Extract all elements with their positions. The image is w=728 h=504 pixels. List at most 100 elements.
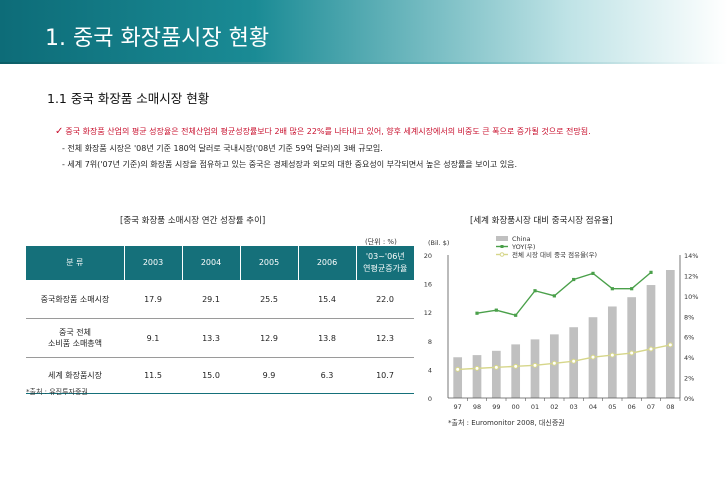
point-yoy bbox=[475, 311, 479, 315]
x-tick-label: 02 bbox=[550, 403, 558, 411]
legend-label: YOY(우) bbox=[511, 243, 535, 251]
point-share bbox=[474, 365, 480, 371]
table-row: 세계 화장품시장 11.5 15.0 9.9 6.3 10.7 bbox=[26, 357, 414, 394]
table-cell: 9.9 bbox=[240, 357, 298, 394]
y-tick-label-right: 12% bbox=[684, 272, 698, 280]
y-tick-label-left: 0 bbox=[428, 395, 432, 403]
point-yoy bbox=[572, 277, 576, 282]
point-share bbox=[513, 363, 519, 369]
legend-label: China bbox=[512, 235, 531, 243]
y-tick-label-right: 0% bbox=[684, 395, 694, 403]
point-share bbox=[667, 342, 673, 348]
bar-china bbox=[646, 285, 656, 398]
y-tick-label-left: 4 bbox=[428, 366, 432, 374]
x-tick-label: 04 bbox=[589, 403, 597, 411]
x-tick-label: 01 bbox=[531, 403, 539, 411]
point-share bbox=[609, 352, 615, 358]
point-share bbox=[493, 364, 499, 370]
legend-label: 전체 시장 대비 중국 점유율(우) bbox=[512, 250, 597, 259]
header-category: 분 류 bbox=[26, 246, 124, 280]
header-band: 1. 중국 화장품시장 현황 bbox=[0, 0, 728, 62]
y-tick-label-right: 8% bbox=[684, 313, 694, 321]
x-tick-label: 97 bbox=[454, 403, 462, 411]
table-cell: 12.9 bbox=[240, 318, 298, 358]
table-cell: 15.0 bbox=[182, 357, 240, 394]
header-2005: 2005 bbox=[239, 246, 298, 280]
bar-china bbox=[453, 357, 463, 398]
y-tick-label-right: 10% bbox=[684, 293, 698, 301]
line-series bbox=[455, 270, 673, 372]
bar-china bbox=[511, 344, 521, 398]
table-cell: 10.7 bbox=[356, 357, 414, 394]
y-tick-label-right: 4% bbox=[684, 354, 694, 362]
checkmark-icon: ✓ bbox=[55, 126, 64, 137]
point-share bbox=[455, 366, 461, 372]
y-tick-label-left: 8 bbox=[428, 338, 432, 346]
unit-label: (단위 : %) bbox=[365, 238, 397, 246]
bar-china bbox=[491, 350, 501, 398]
table-row: 중국화장품 소매시장 17.9 29.1 25.5 15.4 22.0 bbox=[26, 280, 414, 319]
point-share bbox=[571, 358, 577, 364]
x-tick-label: 08 bbox=[666, 403, 674, 411]
header-cagr-period: '03~'06년 bbox=[365, 252, 405, 261]
y-tick-label-right: 2% bbox=[684, 375, 694, 383]
legend-swatch-china bbox=[496, 236, 508, 241]
point-yoy bbox=[591, 271, 595, 275]
bar-china bbox=[665, 270, 675, 398]
y-tick-label-left: 16 bbox=[424, 281, 432, 289]
point-yoy bbox=[514, 313, 518, 317]
x-tick-label: 98 bbox=[473, 403, 481, 411]
line-yoy bbox=[476, 271, 652, 317]
header-rule bbox=[0, 62, 728, 64]
x-tick-label: 05 bbox=[608, 403, 616, 411]
section-subtitle: 1.1 중국 화장품 소매시장 현황 bbox=[47, 91, 210, 106]
x-tick-label: 06 bbox=[628, 403, 636, 411]
header-cagr-label: 연평균증가율 bbox=[363, 264, 408, 273]
x-tick-label: 99 bbox=[492, 403, 500, 411]
table-cell: 12.3 bbox=[356, 318, 414, 358]
point-yoy bbox=[610, 287, 614, 291]
y-unit-label: (Bil. $) bbox=[428, 239, 449, 247]
row-label: 세계 화장품시장 bbox=[26, 357, 124, 394]
legend-marker bbox=[500, 245, 504, 248]
bar-series-china bbox=[453, 270, 675, 398]
table-cell: 6.3 bbox=[298, 357, 356, 394]
table-cell: 29.1 bbox=[182, 280, 240, 319]
point-share bbox=[532, 362, 538, 368]
bar-china bbox=[530, 339, 540, 398]
point-share bbox=[629, 350, 635, 356]
table-cell: 22.0 bbox=[356, 280, 414, 319]
table-cell: 13.3 bbox=[182, 318, 240, 358]
x-tick-label: 07 bbox=[647, 403, 655, 411]
row-label-line1: 중국 전체 bbox=[59, 328, 91, 337]
table-cell: 15.4 bbox=[298, 280, 356, 319]
detail-line-market-size: - 전체 화장품 시장은 '08년 기준 180억 달러로 국내시장('08년 … bbox=[62, 144, 383, 153]
y-tick-label-right: 14% bbox=[684, 252, 698, 260]
y-tick-label-left: 12 bbox=[424, 309, 432, 317]
legend-marker bbox=[499, 252, 505, 257]
line-share bbox=[457, 344, 671, 371]
row-label-line2: 소비품 소매총액 bbox=[47, 339, 103, 348]
header-2003: 2003 bbox=[123, 246, 182, 280]
bar-china bbox=[549, 334, 559, 398]
chart-source: *출처 : Euromonitor 2008, 대신증권 bbox=[448, 419, 565, 427]
point-yoy bbox=[649, 270, 653, 274]
y-tick-label-right: 6% bbox=[684, 334, 694, 342]
y-tick-label-left: 20 bbox=[424, 252, 432, 260]
header-2004: 2004 bbox=[181, 246, 240, 280]
table-cell: 25.5 bbox=[240, 280, 298, 319]
header-2006: 2006 bbox=[297, 246, 356, 280]
table-cell: 9.1 bbox=[124, 318, 182, 358]
x-tick-label: 03 bbox=[570, 403, 578, 411]
point-share bbox=[590, 354, 596, 360]
point-share bbox=[551, 360, 557, 366]
point-yoy bbox=[552, 294, 556, 298]
point-yoy bbox=[494, 308, 498, 312]
table-source: *출처 : 유진투자증권 bbox=[26, 388, 88, 396]
